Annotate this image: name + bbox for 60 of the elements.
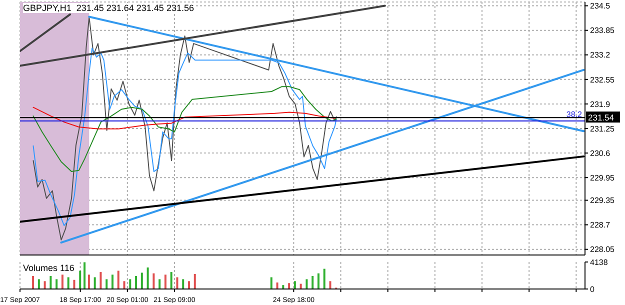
bar [182, 279, 184, 289]
bar [306, 279, 308, 289]
bar [329, 281, 332, 289]
y-tick-label: 229.35 [590, 196, 616, 206]
bar [38, 279, 40, 289]
bar [117, 270, 120, 289]
bar [123, 281, 126, 289]
y-tick-label: 228.05 [590, 245, 616, 254]
bar [188, 281, 190, 289]
bar [135, 276, 138, 289]
y-tick-label: 230.6 [590, 148, 611, 158]
bar [50, 276, 52, 289]
y-tick-label: 228.7 [590, 220, 611, 230]
bar [88, 274, 90, 289]
bar [129, 279, 132, 289]
bar [194, 274, 196, 289]
bar [73, 280, 76, 289]
bar [158, 279, 161, 289]
chart-title: GBPJPY,H1 231.45 231.64 231.45 231.56 [23, 3, 194, 13]
bar [270, 277, 272, 289]
bar [106, 279, 108, 289]
y-tick-label: 233.2 [590, 50, 611, 60]
bar [312, 276, 314, 289]
y-tick-label: 231.25 [590, 124, 616, 134]
bar [140, 272, 143, 289]
bar [276, 282, 278, 289]
y-tick-label: 234.5 [590, 2, 611, 11]
bar [32, 276, 34, 289]
bar [61, 274, 64, 289]
bar [164, 274, 166, 289]
bar [323, 268, 326, 289]
bar [282, 285, 284, 289]
y-tick-label: 233.85 [590, 26, 616, 36]
annotation: 38.2 [566, 110, 583, 119]
bar [56, 279, 58, 289]
bar [176, 277, 178, 289]
bar [146, 267, 149, 289]
chart-title: Volumes 116 [23, 263, 74, 273]
y-tick-label: 0 [590, 284, 595, 294]
bar [317, 273, 320, 289]
line-series [32, 16, 337, 240]
bar [94, 277, 96, 289]
bar [67, 277, 70, 289]
y-tick-label: 4138 [590, 258, 608, 267]
bar [294, 281, 296, 289]
bar [111, 274, 114, 289]
bar [44, 281, 46, 289]
line-series [32, 48, 337, 226]
line-series [32, 106, 336, 130]
bar [79, 270, 82, 289]
ref-line-label: 231.54 [588, 112, 614, 123]
bar [152, 273, 155, 289]
bar [100, 272, 102, 289]
bar [170, 272, 172, 289]
bar [288, 283, 290, 289]
y-tick-label: 231.9 [590, 100, 611, 109]
y-tick-label: 232.55 [590, 75, 616, 84]
line-series [32, 86, 337, 172]
bar [84, 262, 86, 289]
y-tick-label: 229.95 [590, 173, 616, 182]
